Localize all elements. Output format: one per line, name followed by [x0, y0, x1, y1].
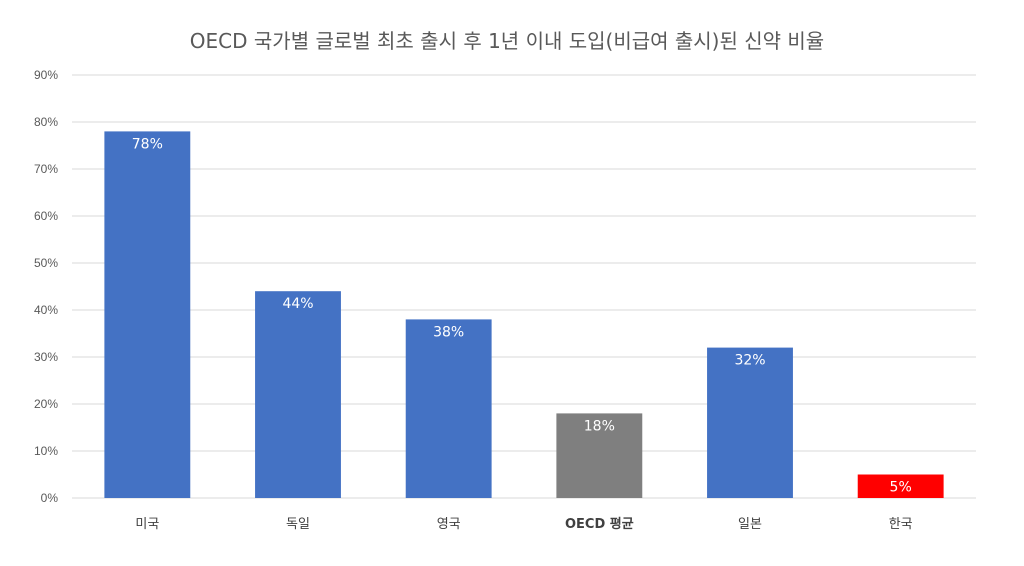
- x-axis-category-labels: 미국 독일 영국 OECD 평균 일본 한국: [135, 516, 912, 532]
- data-label: 78%: [132, 136, 163, 152]
- y-tick-label: 30%: [34, 350, 58, 364]
- x-category-label: 영국: [437, 517, 461, 532]
- gridlines: [72, 74, 976, 499]
- data-label: 18%: [584, 418, 615, 434]
- y-tick-label: 80%: [34, 115, 58, 129]
- bar: [707, 347, 793, 498]
- bar: [405, 319, 492, 498]
- y-axis-tick-labels: 0% 10% 20% 30% 40% 50% 60% 70% 80% 90%: [34, 68, 58, 505]
- bars: [104, 131, 944, 498]
- y-tick-label: 90%: [34, 68, 58, 82]
- x-category-label: 독일: [286, 517, 310, 532]
- data-label: 32%: [734, 353, 765, 369]
- x-category-label: 한국: [889, 517, 913, 532]
- y-tick-label: 40%: [34, 303, 58, 317]
- x-category-label: 일본: [738, 517, 762, 532]
- chart-title: OECD 국가별 글로벌 최초 출시 후 1년 이내 도입(비급여 출시)된 신…: [190, 29, 824, 53]
- bar: [255, 291, 341, 498]
- x-category-label: OECD 평균: [565, 516, 634, 532]
- bar: [104, 131, 191, 498]
- y-tick-label: 10%: [34, 444, 58, 458]
- bar: [857, 474, 944, 498]
- y-tick-label: 0%: [41, 491, 59, 505]
- data-label: 5%: [890, 480, 912, 496]
- y-tick-label: 70%: [34, 162, 58, 176]
- x-category-label: 미국: [135, 517, 159, 532]
- data-label: 44%: [282, 296, 313, 312]
- y-tick-label: 50%: [34, 256, 58, 270]
- y-tick-label: 60%: [34, 209, 58, 223]
- data-labels: 78% 44% 38% 18% 32% 5%: [132, 136, 912, 495]
- data-label: 38%: [433, 324, 464, 340]
- y-tick-label: 20%: [34, 397, 58, 411]
- bar: [556, 413, 643, 498]
